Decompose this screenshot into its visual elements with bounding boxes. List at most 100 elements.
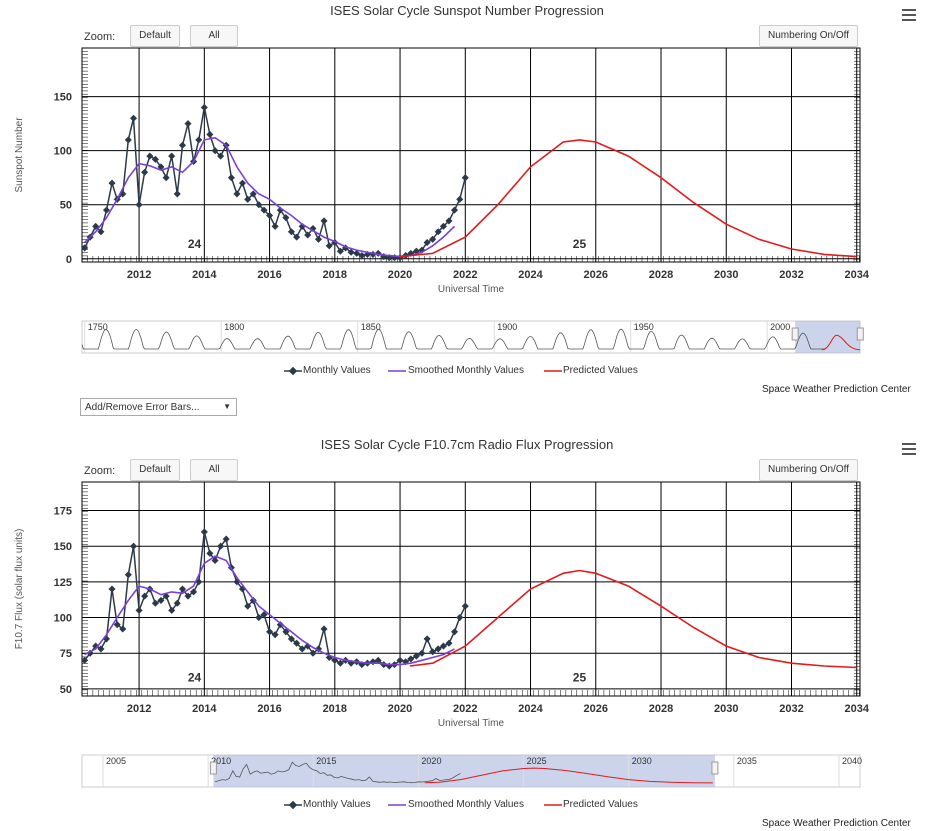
hamburger-menu-icon[interactable] [902,9,916,21]
zoom-label-2: Zoom: [84,465,116,477]
data-point [353,249,361,257]
y-tick-label: 175 [54,506,72,518]
credit-text-1: Space Weather Prediction Center [762,384,911,395]
plot-area-1 [81,481,861,697]
data-point [190,588,198,596]
x-tick-label: 2028 [649,703,673,715]
data-point [124,136,132,144]
navigator-handle-icon[interactable] [791,327,799,341]
legend-smoothed-label-2[interactable]: Smoothed Monthly Values [408,799,524,810]
navigator-tick-label: 2030 [632,756,652,766]
error-bars-select-label: Add/Remove Error Bars... [85,402,200,413]
data-point [396,656,404,664]
navigator-tick-label: 2035 [737,756,757,766]
navigator-history-line [214,761,461,784]
data-point [266,211,274,220]
data-point [124,571,132,579]
data-point [260,611,268,619]
data-point [211,147,219,155]
x-tick-label: 2020 [388,703,412,715]
chevron-down-icon: ▼ [223,402,231,411]
y-tick-label: 0 [66,254,72,266]
data-point [81,656,89,664]
data-point [450,628,459,636]
numbering-toggle-button-2[interactable]: Numbering On/Off [759,459,858,481]
data-point [434,228,442,236]
data-point [309,649,317,657]
data-point [108,585,116,593]
x-tick-label: 2026 [584,703,608,715]
data-point [113,621,121,629]
data-point [418,649,426,657]
data-point [135,201,143,209]
y-tick-label: 75 [60,648,72,660]
legend-smoothed-label[interactable]: Smoothed Monthly Values [408,365,524,376]
y-tick-label: 150 [54,92,72,104]
data-point [445,639,453,647]
legend-2: Monthly Values Smoothed Monthly Values P… [0,797,934,815]
x-tick-label: 2016 [257,703,281,715]
data-point [130,114,138,122]
data-point [456,195,464,203]
data-point [184,120,192,128]
y-tick-label: 50 [60,684,72,696]
numbering-toggle-button[interactable]: Numbering On/Off [759,25,858,47]
data-point [168,152,176,160]
navigator-tick-label: 1800 [224,322,244,332]
y-tick-label: 150 [54,541,72,553]
legend-1: Monthly Values Smoothed Monthly Values P… [0,363,934,381]
data-point [81,244,89,252]
y-tick-label: 50 [60,200,72,212]
data-point [320,217,328,225]
zoom-all-button[interactable]: All [190,25,238,47]
series-line-smoothed [84,555,455,666]
data-point [141,168,149,176]
data-point [276,621,284,629]
navigator-handle-icon[interactable] [711,761,719,775]
x-tick-label: 2022 [453,269,477,281]
data-point [293,233,301,241]
sunspot-chart[interactable]: 2012 2014 2016 2018 2020 2022 2024 2026 2028 2030… [0,0,934,395]
x-tick-label: 2034 [844,269,869,281]
hamburger-menu-icon-2[interactable] [902,443,916,455]
data-point [412,652,420,660]
legend-smoothed-line-icon [388,370,406,372]
legend-predicted-label[interactable]: Predicted Values [563,365,638,376]
x-tick-label: 2034 [844,703,869,715]
chart-title-sunspot: ISES Solar Cycle Sunspot Number Progress… [330,3,604,18]
x-tick-label: 2012 [127,269,151,281]
data-point [271,222,279,230]
cycle-label: 25 [573,671,587,685]
data-point [200,528,208,536]
navigator-handle-icon[interactable] [209,761,217,775]
legend-monthly-label-2[interactable]: Monthly Values [303,799,371,810]
legend-monthly-label[interactable]: Monthly Values [303,365,371,376]
data-point [173,190,181,198]
navigator-tick-label: 2000 [770,322,790,332]
data-point [211,556,219,565]
navigator-predicted-line [821,334,861,351]
data-point [369,658,377,666]
credit-text-2: Space Weather Prediction Center [762,818,911,829]
data-point [162,174,170,182]
data-point [108,179,116,187]
data-point [195,136,203,144]
x-tick-label: 2022 [453,703,477,715]
navigator-tick-label: 2005 [106,756,126,766]
data-point [233,190,241,198]
data-point [178,141,187,149]
data-point [304,231,312,239]
cycle-label: 24 [188,671,202,685]
navigator-handle-icon[interactable] [856,327,864,341]
x-tick-label: 2030 [714,703,738,715]
legend-predicted-label-2[interactable]: Predicted Values [563,799,638,810]
error-bars-select[interactable]: Add/Remove Error Bars... ▼ [80,398,237,416]
zoom-default-button[interactable]: Default [130,25,180,47]
x-tick-label: 2020 [388,269,412,281]
data-point [146,152,154,160]
x-tick-label: 2030 [714,269,738,281]
zoom-all-button-2[interactable]: All [190,459,238,481]
zoom-default-button-2[interactable]: Default [130,459,180,481]
zoom-label: Zoom: [84,31,116,43]
